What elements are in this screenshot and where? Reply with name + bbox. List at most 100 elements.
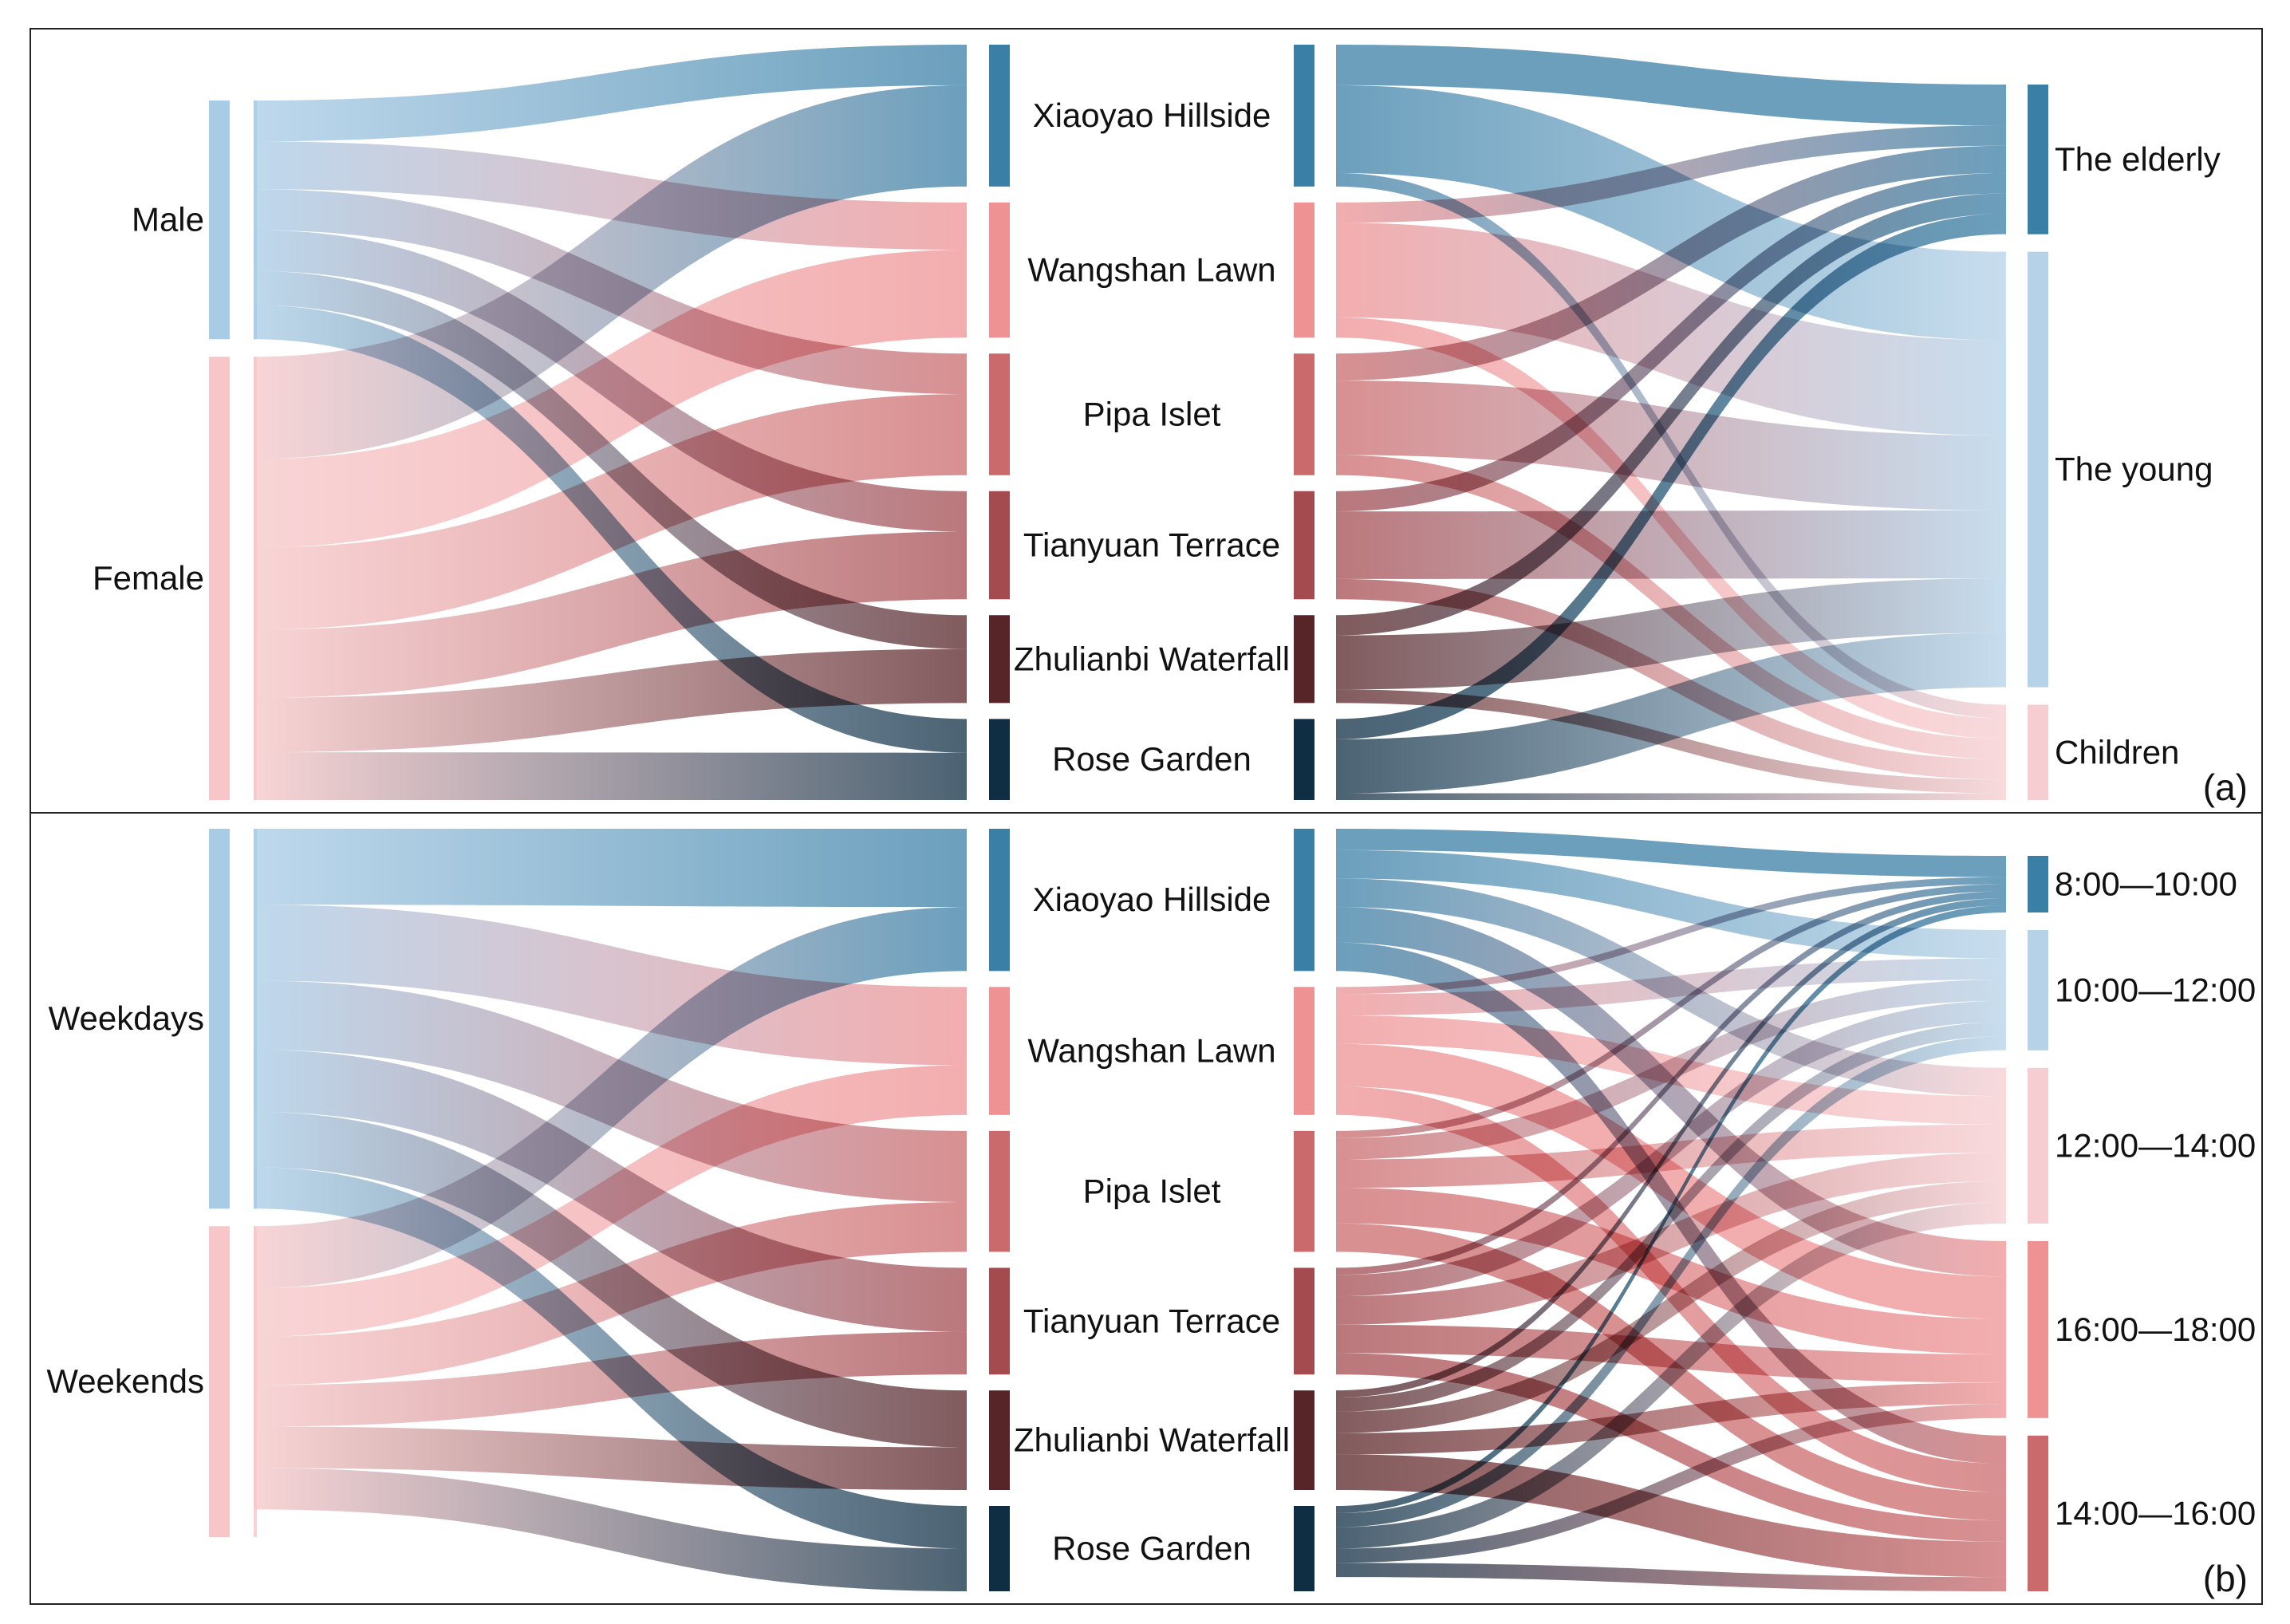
node-tianyuan-terrace-left <box>989 491 1010 600</box>
node-pipa-islet-left <box>989 353 1010 475</box>
label-male: Male <box>132 201 204 238</box>
node-zhulianbi-waterfall-left <box>989 1390 1010 1490</box>
flow-rose-garden-to-12-00-14-00 <box>1336 1202 2006 1549</box>
node-weekdays <box>209 829 230 1209</box>
node-rose-garden-left <box>989 1506 1010 1591</box>
flow-weekends-to-pipa-islet <box>254 1202 967 1386</box>
node-wangshan-lawn-left <box>989 987 1010 1115</box>
label-children: Children <box>2055 733 2179 771</box>
node-the-elderly <box>2028 85 2048 235</box>
panel-frame <box>30 812 2263 1605</box>
flow-zhulianbi-waterfall-to-14-00-16-00 <box>1336 1454 2006 1578</box>
node-14-00-16-00 <box>2028 1435 2048 1591</box>
flow-tianyuan-terrace-to-the-young <box>1336 510 2006 579</box>
label-zhulianbi-waterfall: Zhulianbi Waterfall <box>1014 1421 1290 1459</box>
node-pipa-islet-right <box>1294 1130 1314 1252</box>
flow-weekends-to-wangshan-lawn <box>254 1065 967 1337</box>
flow-zhulianbi-waterfall-to-8-00-10-00 <box>1336 898 2006 1398</box>
node-weekends <box>209 1226 230 1537</box>
node-edge-weekends <box>254 1226 257 1537</box>
flow-rose-garden-to-10-00-12-00 <box>1336 1036 2006 1527</box>
panel-label: (a) <box>2203 767 2248 808</box>
node-zhulianbi-waterfall-right <box>1294 615 1314 704</box>
flow-rose-garden-to-8-00-10-00 <box>1336 905 2006 1513</box>
flow-zhulianbi-waterfall-to-16-00-18-00 <box>1336 1382 2006 1455</box>
flow-female-to-pipa-islet <box>254 394 967 630</box>
node-rose-garden-right <box>1294 719 1314 800</box>
label-xiaoyao-hillside: Xiaoyao Hillside <box>1033 97 1271 134</box>
node-16-00-18-00 <box>2028 1241 2048 1418</box>
node-wangshan-lawn-left <box>989 202 1010 338</box>
node-the-young <box>2028 251 2048 688</box>
label-female: Female <box>93 559 204 597</box>
flow-pipa-islet-to-8-00-10-00 <box>1336 884 2006 1138</box>
flow-tianyuan-terrace-to-12-00-14-00 <box>1336 1153 2006 1325</box>
node-edge-female <box>254 357 257 800</box>
node-pipa-islet-left <box>989 1130 1010 1252</box>
flow-weekdays-to-rose-garden <box>254 1167 967 1549</box>
node-tianyuan-terrace-right <box>1294 1267 1314 1375</box>
label-wangshan-lawn: Wangshan Lawn <box>1027 1032 1275 1070</box>
flow-xiaoyao-hillside-to-16-00-18-00 <box>1336 907 2006 1277</box>
flow-weekends-to-tianyuan-terrace <box>254 1331 967 1427</box>
flows <box>254 45 2006 800</box>
flow-weekdays-to-wangshan-lawn <box>254 905 967 1066</box>
node-xiaoyao-hillside-left <box>989 829 1010 972</box>
label-rose-garden: Rose Garden <box>1052 1530 1251 1567</box>
flow-female-to-zhulianbi-waterfall <box>254 648 967 753</box>
panel-b: Weekdays Weekends Xiaoyao Hillside Wangshan… <box>30 812 2263 1605</box>
flow-pipa-islet-to-10-00-12-00 <box>1336 980 2006 1160</box>
node-male <box>209 101 230 340</box>
flow-wangshan-lawn-to-16-00-18-00 <box>1336 1043 2006 1319</box>
node-wangshan-lawn-right <box>1294 202 1314 338</box>
node-female <box>209 357 230 800</box>
panel-label: (b) <box>2203 1558 2248 1599</box>
label-wangshan-lawn: Wangshan Lawn <box>1027 251 1275 289</box>
node-10-00-12-00 <box>2028 929 2048 1050</box>
node-8-00-10-00 <box>2028 856 2048 913</box>
flow-wangshan-lawn-to-8-00-10-00 <box>1336 877 2006 995</box>
node-tianyuan-terrace-left <box>989 1267 1010 1375</box>
flow-tianyuan-terrace-to-14-00-16-00 <box>1336 1353 2006 1542</box>
nodes: Male Female Xiaoyao Hillside Wangshan Lawn P… <box>93 45 2221 800</box>
label-12-00-14-00: 12:00—14:00 <box>2055 1126 2256 1164</box>
label-pipa-islet: Pipa Islet <box>1083 1173 1221 1210</box>
node-xiaoyao-hillside-right <box>1294 829 1314 972</box>
label-weekdays: Weekdays <box>49 999 204 1037</box>
node-edge-weekdays <box>254 829 257 1209</box>
flow-xiaoyao-hillside-to-8-00-10-00 <box>1336 829 2006 877</box>
node-children <box>2028 704 2048 800</box>
flow-zhulianbi-waterfall-to-10-00-12-00 <box>1336 1022 2006 1412</box>
node-pipa-islet-right <box>1294 353 1314 475</box>
flow-zhulianbi-waterfall-to-the-elderly <box>1336 193 2006 636</box>
flow-wangshan-lawn-to-the-young <box>1336 223 2006 436</box>
node-rose-garden-left <box>989 719 1010 800</box>
label-tianyuan-terrace: Tianyuan Terrace <box>1023 1302 1280 1339</box>
label-the-elderly: The elderly <box>2055 140 2221 178</box>
flow-tianyuan-terrace-to-the-elderly <box>1336 172 2006 512</box>
flow-weekends-to-zhulianbi-waterfall <box>254 1426 967 1490</box>
label-zhulianbi-waterfall: Zhulianbi Waterfall <box>1014 640 1290 677</box>
flow-rose-garden-to-the-elderly <box>1336 214 2006 739</box>
node-zhulianbi-waterfall-right <box>1294 1390 1314 1490</box>
flow-xiaoyao-hillside-to-the-elderly <box>1336 45 2006 126</box>
flow-zhulianbi-waterfall-to-children <box>1336 689 2006 794</box>
flow-pipa-islet-to-the-young <box>1336 380 2006 510</box>
flow-xiaoyao-hillside-to-14-00-16-00 <box>1336 942 2006 1464</box>
label-16-00-18-00: 16:00—18:00 <box>2055 1311 2256 1348</box>
flow-wangshan-lawn-to-the-elderly <box>1336 125 2006 223</box>
flow-weekends-to-rose-garden <box>254 1468 967 1591</box>
label-weekends: Weekends <box>46 1362 204 1400</box>
flow-rose-garden-to-the-young <box>1336 633 2006 794</box>
node-12-00-14-00 <box>2028 1067 2048 1224</box>
label-the-young: The young <box>2055 451 2213 488</box>
flow-female-to-xiaoyao-hillside <box>254 85 967 459</box>
label-10-00-12-00: 10:00—12:00 <box>2055 971 2256 1008</box>
flow-pipa-islet-to-the-elderly <box>1336 145 2006 381</box>
flow-female-to-rose-garden <box>254 752 967 800</box>
label-tianyuan-terrace: Tianyuan Terrace <box>1023 526 1280 563</box>
flow-rose-garden-to-children <box>1336 793 2006 800</box>
label-8-00-10-00: 8:00—10:00 <box>2055 865 2237 902</box>
